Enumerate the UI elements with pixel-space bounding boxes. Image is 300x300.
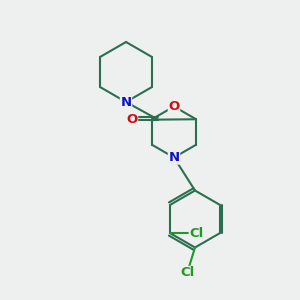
Text: O: O [168, 100, 180, 113]
Text: O: O [126, 113, 138, 126]
Text: Cl: Cl [189, 227, 203, 240]
Text: N: N [168, 151, 180, 164]
Text: N: N [120, 95, 132, 109]
Text: Cl: Cl [180, 266, 195, 280]
